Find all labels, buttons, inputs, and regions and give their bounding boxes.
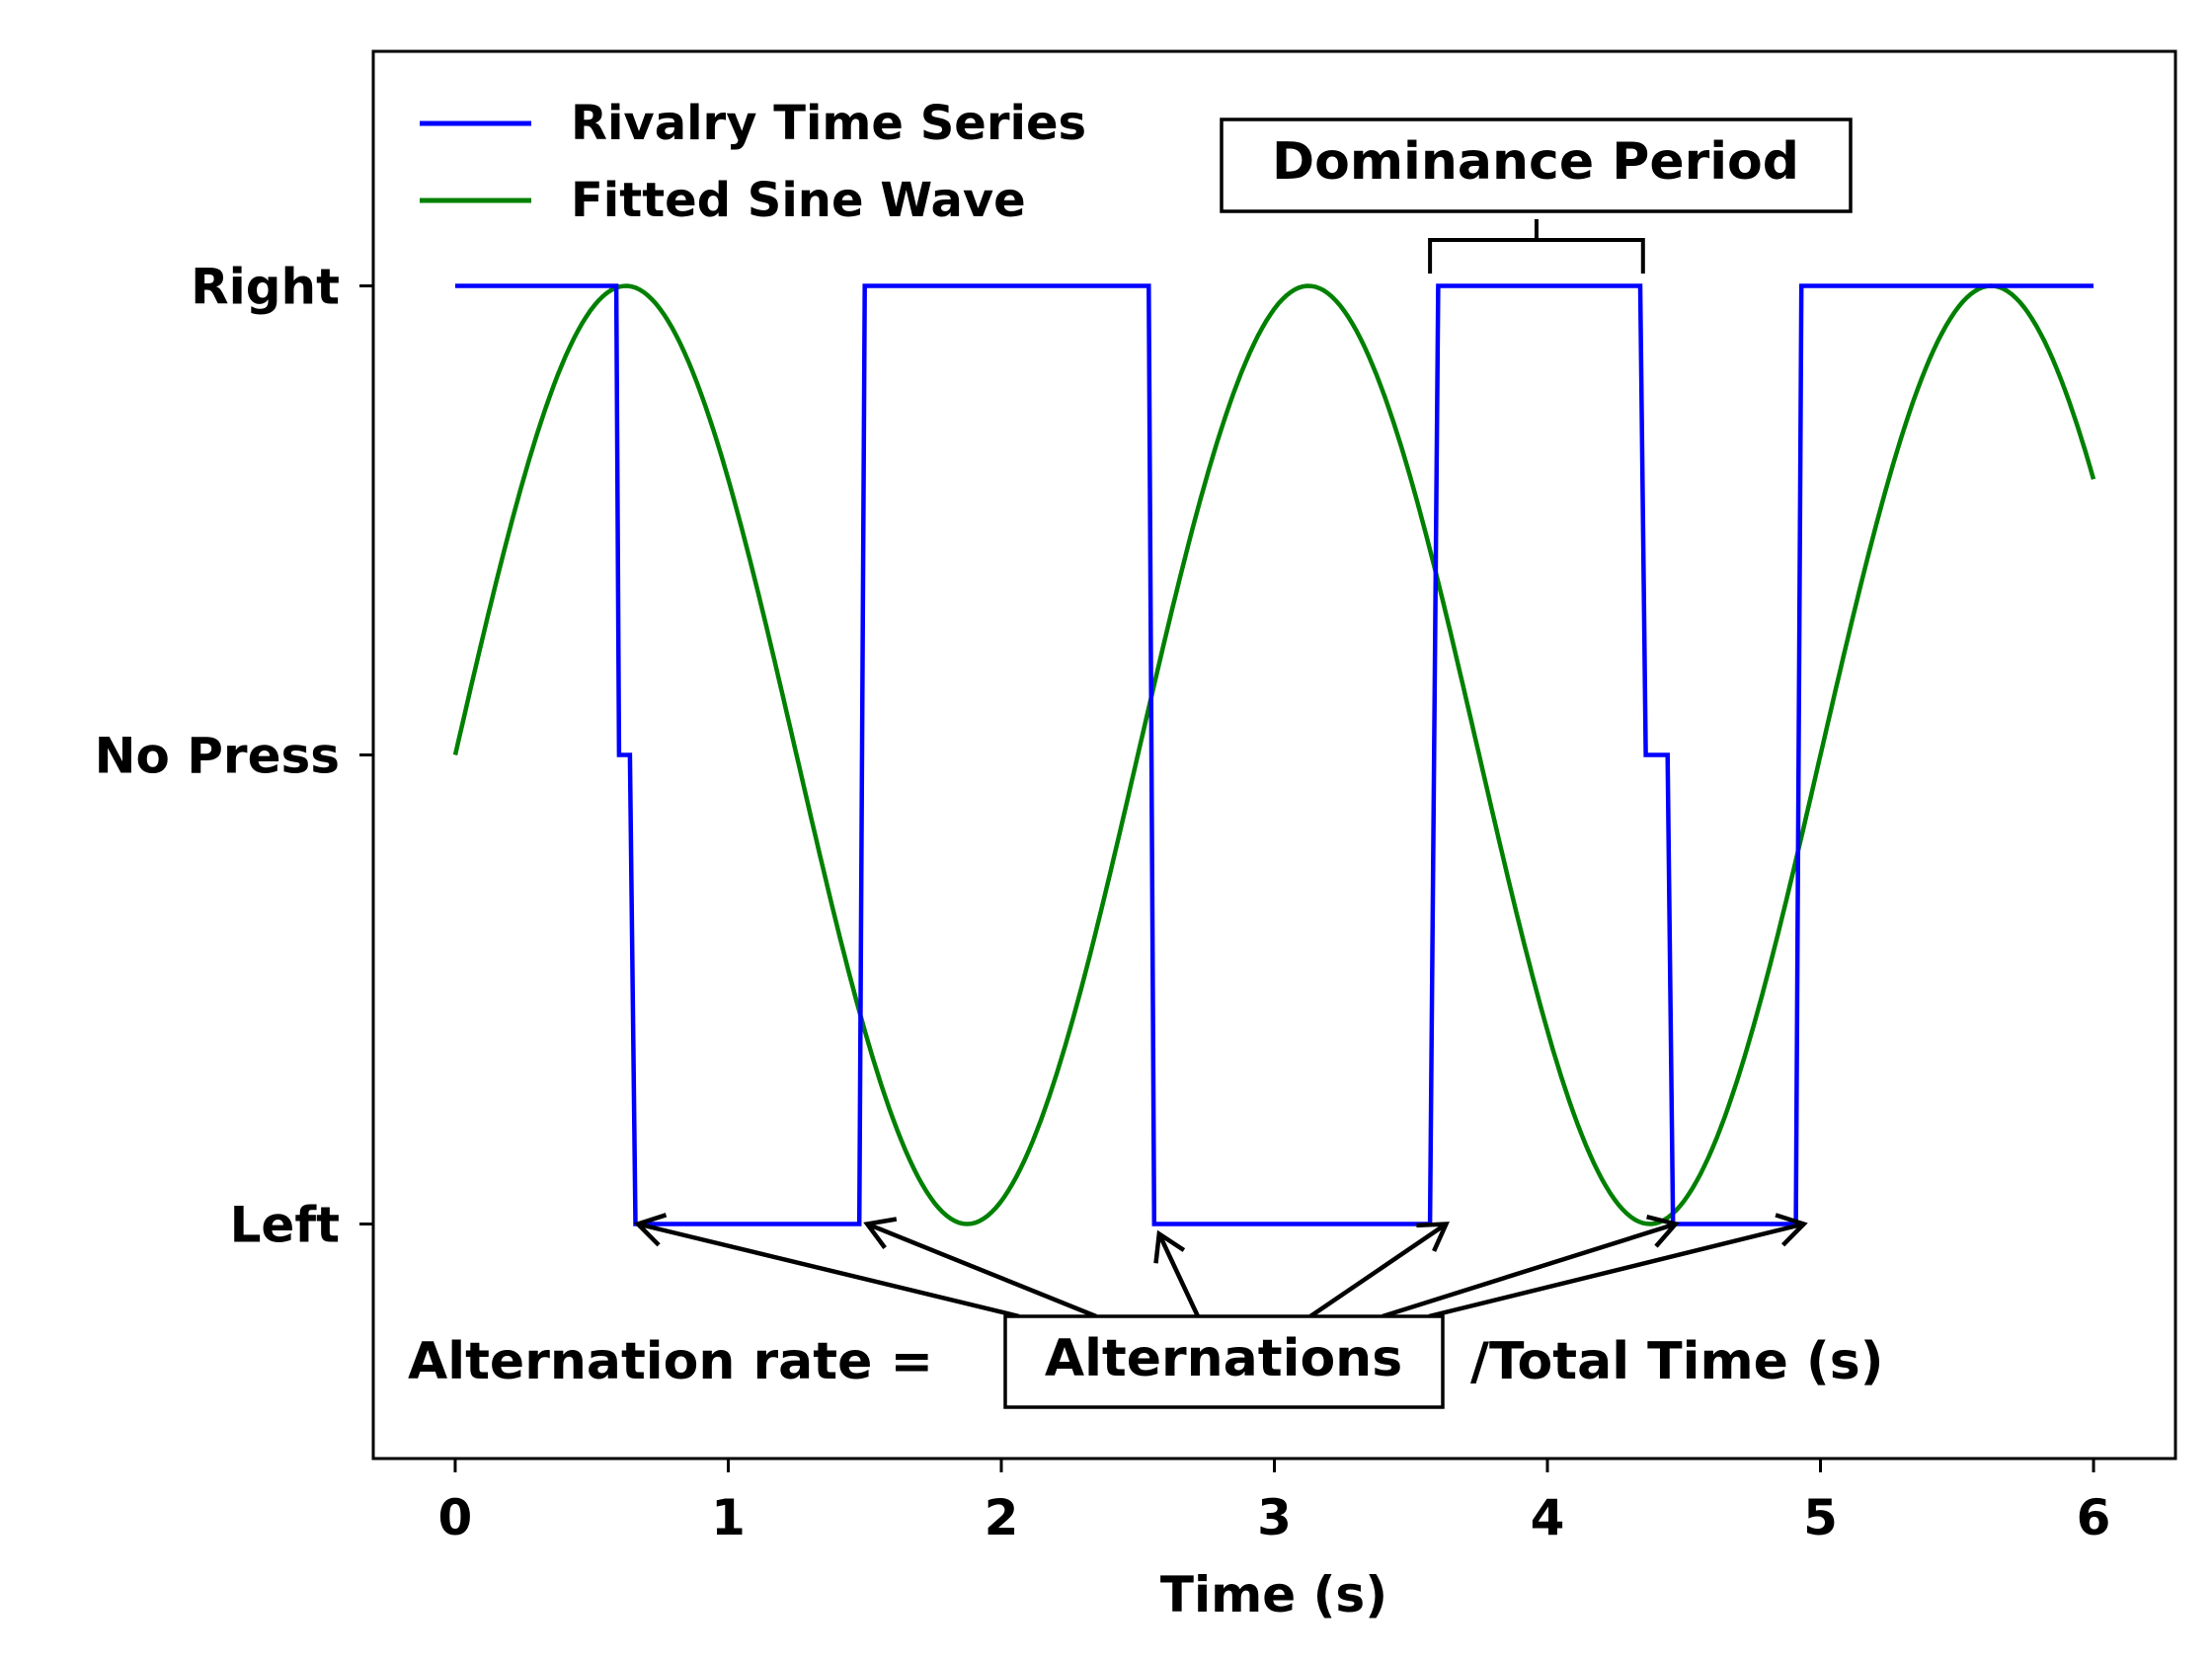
x-axis-label: Time (s) <box>1160 1566 1387 1623</box>
legend: Rivalry Time Series Fitted Sine Wave <box>420 96 1086 228</box>
dominance-period-annotation: Dominance Period <box>1220 118 1853 274</box>
y-axis-ticks: Left No Press Right <box>95 259 373 1254</box>
x-axis-ticks: 0 1 2 3 4 5 6 <box>438 1459 2111 1546</box>
alternation-arrow-2 <box>1156 1232 1201 1317</box>
alternation-arrowhead-5 <box>1775 1213 1808 1247</box>
x-tick-label: 3 <box>1257 1489 1292 1546</box>
alternation-rate-formula: Alternation rate = Alternations /Total T… <box>408 1314 1884 1409</box>
alternation-rate-prefix: Alternation rate = <box>408 1332 951 1391</box>
legend-label-rivalry-time-series: Rivalry Time Series <box>571 96 1086 151</box>
plot-area <box>371 49 2177 1461</box>
alternation-arrows <box>633 1213 1808 1319</box>
y-tick-label: Right <box>191 259 340 316</box>
alternation-rate-suffix: /Total Time (s) <box>1470 1332 1884 1391</box>
y-tick-label: No Press <box>95 728 340 785</box>
dominance-period-bracket <box>1428 219 1645 274</box>
alternation-arrow-4 <box>1382 1222 1677 1319</box>
series-line-fitted-sine-wave <box>452 283 2096 1226</box>
x-tick-label: 5 <box>1803 1489 1838 1546</box>
alternation-arrow-1 <box>866 1222 1097 1319</box>
y-tick-label: Left <box>230 1197 340 1254</box>
alternation-arrow-5 <box>1428 1222 1805 1319</box>
alternation-arrowhead-1 <box>863 1217 898 1249</box>
x-tick-label: 6 <box>2077 1489 2111 1546</box>
series-line-rivalry-time-series <box>455 283 2094 1226</box>
legend-label-fitted-sine-wave: Fitted Sine Wave <box>571 173 1026 228</box>
dominance-period-label: Dominance Period <box>1272 132 1799 192</box>
alternations-box <box>1003 1314 1445 1409</box>
x-tick-label: 1 <box>711 1489 746 1546</box>
alternation-arrowhead-2 <box>1153 1229 1186 1264</box>
alternation-arrowhead-4 <box>1646 1215 1680 1248</box>
alternation-arrow-0 <box>637 1222 1020 1319</box>
x-tick-label: 2 <box>985 1489 1019 1546</box>
alternation-arrow-3 <box>1308 1222 1448 1318</box>
alternations-label: Alternations <box>1045 1329 1402 1388</box>
x-tick-label: 4 <box>1531 1489 1565 1546</box>
alternation-arrowhead-3 <box>1416 1222 1450 1252</box>
dominance-period-box <box>1220 118 1853 213</box>
alternation-arrowhead-0 <box>633 1213 668 1247</box>
x-tick-label: 0 <box>438 1489 473 1546</box>
